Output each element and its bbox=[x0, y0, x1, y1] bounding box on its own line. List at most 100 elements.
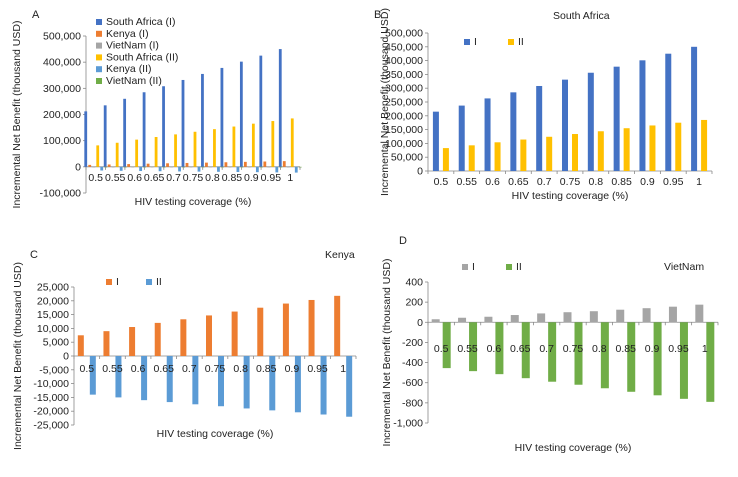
x-tick-label: 0.85 bbox=[611, 176, 632, 188]
legend-swatch-vn2 bbox=[96, 78, 102, 84]
bar-ke2-0.6 bbox=[141, 356, 148, 401]
x-tick-label: 0.8 bbox=[589, 176, 604, 188]
bar-vn2-1 bbox=[706, 322, 715, 402]
bar-sa2-0.85 bbox=[623, 128, 630, 171]
legend-label: I bbox=[472, 261, 475, 273]
bar-ke2-0.5 bbox=[100, 166, 104, 171]
x-tick-label: 0.75 bbox=[183, 172, 204, 184]
bar-vn1-0.95 bbox=[668, 306, 677, 323]
legend-swatch-sa1 bbox=[96, 19, 102, 25]
bar-sa2-0.9 bbox=[251, 123, 255, 167]
y-tick-label: 200 bbox=[405, 297, 423, 309]
bar-vn1-0.7 bbox=[537, 313, 546, 323]
bar-vn1-0.55 bbox=[458, 317, 467, 323]
y-tick-label: 400,000 bbox=[385, 55, 423, 67]
x-tick-label: 0.5 bbox=[80, 363, 95, 375]
bar-sa2-0.85 bbox=[232, 126, 236, 167]
bar-sa1-0.7 bbox=[162, 86, 165, 167]
bar-ke1-0.5 bbox=[77, 335, 84, 356]
bar-sa2-1 bbox=[290, 118, 294, 167]
bar-sa2-0.6 bbox=[135, 139, 139, 167]
legend-swatch-ke1 bbox=[106, 279, 112, 285]
bar-ke2-0.95 bbox=[275, 166, 279, 173]
bar-vn1-1 bbox=[286, 166, 290, 168]
bar-sa1-0.9 bbox=[639, 60, 646, 171]
y-tick-label: 200,000 bbox=[43, 109, 81, 121]
bar-vn2-0.75 bbox=[574, 322, 583, 385]
y-tick-label: 200,000 bbox=[385, 110, 423, 122]
legend-label: I bbox=[116, 276, 119, 288]
y-tick-label: 10,000 bbox=[37, 323, 69, 335]
x-tick-label: 0.6 bbox=[485, 176, 500, 188]
x-tick-label: 0.5 bbox=[434, 343, 449, 355]
bar-vn1-0.75 bbox=[189, 166, 193, 168]
y-tick-label: 15,000 bbox=[37, 309, 69, 321]
bar-sa2-0.5 bbox=[442, 148, 449, 171]
legend: I II bbox=[464, 36, 524, 48]
bar-sa1-0.85 bbox=[220, 67, 224, 167]
x-tick-label: 0.65 bbox=[508, 176, 529, 188]
y-tick-label: 500,000 bbox=[385, 28, 423, 40]
x-tick-label: 1 bbox=[696, 176, 702, 188]
bar-sa1-1 bbox=[691, 46, 698, 171]
bar-sa1-0.5 bbox=[84, 111, 88, 167]
bar-sa1-0.7 bbox=[536, 85, 543, 171]
bar-ke1-1 bbox=[334, 295, 341, 356]
bar-vn1-0.65 bbox=[510, 315, 519, 323]
bar-sa2-0.55 bbox=[115, 142, 119, 167]
x-axis-label: HIV testing coverage (%) bbox=[157, 428, 274, 440]
x-tick-label: 0.8 bbox=[592, 343, 607, 355]
bar-sa1-0.55 bbox=[103, 105, 107, 167]
y-tick-label: 400,000 bbox=[43, 57, 81, 69]
y-tick-label: 0 bbox=[417, 317, 423, 329]
bar-vn2-0.7 bbox=[548, 322, 557, 382]
x-tick-label: 0.6 bbox=[127, 172, 142, 184]
legend-label: South Africa (II) bbox=[106, 51, 178, 63]
bar-sa1-1 bbox=[278, 49, 282, 167]
bar-sa1-0.9 bbox=[239, 61, 243, 167]
x-tick-label: 0.85 bbox=[222, 172, 243, 184]
bar-sa2-0.7 bbox=[174, 134, 177, 167]
bar-ke1-0.95 bbox=[263, 161, 267, 167]
y-axis-label: Incremental Net Benefit (thousand USD) bbox=[379, 8, 391, 196]
x-tick-label: 0.85 bbox=[256, 363, 277, 375]
legend-swatch-vn1 bbox=[96, 42, 102, 49]
panel-letter: C bbox=[30, 249, 38, 261]
panel-letter: A bbox=[32, 9, 40, 21]
x-tick-label: 0.9 bbox=[640, 176, 655, 188]
bar-sa2-0.65 bbox=[154, 137, 158, 167]
bar-ke1-0.75 bbox=[185, 162, 189, 167]
legend-label: VietNam (II) bbox=[106, 75, 162, 87]
bar-ke2-0.65 bbox=[166, 356, 173, 403]
y-tick-label: 350,000 bbox=[385, 69, 423, 81]
x-tick-label: 0.7 bbox=[182, 363, 197, 375]
bar-vn1-0.8 bbox=[209, 166, 212, 168]
y-tick-label: 0 bbox=[417, 166, 423, 178]
y-tick-label: 25,000 bbox=[37, 282, 69, 294]
bar-sa2-0.8 bbox=[213, 129, 216, 167]
x-axis-label: HIV testing coverage (%) bbox=[512, 190, 629, 202]
bar-sa2-0.75 bbox=[572, 134, 578, 171]
legend-label: Kenya (I) bbox=[106, 28, 149, 40]
x-tick-label: 0.65 bbox=[154, 363, 175, 375]
panel-a: A -100,000 0 100,000 200,000 300,000 400,000 50… bbox=[11, 9, 302, 208]
bar-vn1-0.85 bbox=[228, 166, 232, 168]
bar-sa2-0.95 bbox=[271, 121, 275, 167]
bar-ke2-0.95 bbox=[320, 356, 327, 415]
legend: South Africa (I)Kenya (I)VietNam (I)Sout… bbox=[96, 16, 178, 87]
bar-vn2-0.9 bbox=[653, 322, 662, 396]
bar-sa1-0.65 bbox=[142, 92, 146, 167]
y-tick-label: 0 bbox=[75, 161, 81, 173]
bar-vn1-1 bbox=[695, 304, 704, 323]
x-tick-label: 0.55 bbox=[105, 172, 126, 184]
legend: I II bbox=[106, 276, 162, 288]
bar-ke2-0.55 bbox=[115, 356, 122, 398]
bar-sa1-0.75 bbox=[181, 79, 185, 167]
bar-ke1-0.95 bbox=[308, 299, 315, 356]
legend-label: VietNam (I) bbox=[106, 40, 159, 52]
bar-sa2-0.75 bbox=[193, 131, 197, 167]
y-tick-label: 300,000 bbox=[385, 83, 423, 95]
panel-c: C Kenya -25,000 -20,000 -15,000 -10,000 -5,000… bbox=[12, 249, 357, 450]
y-tick-label: -1,000 bbox=[393, 418, 423, 430]
